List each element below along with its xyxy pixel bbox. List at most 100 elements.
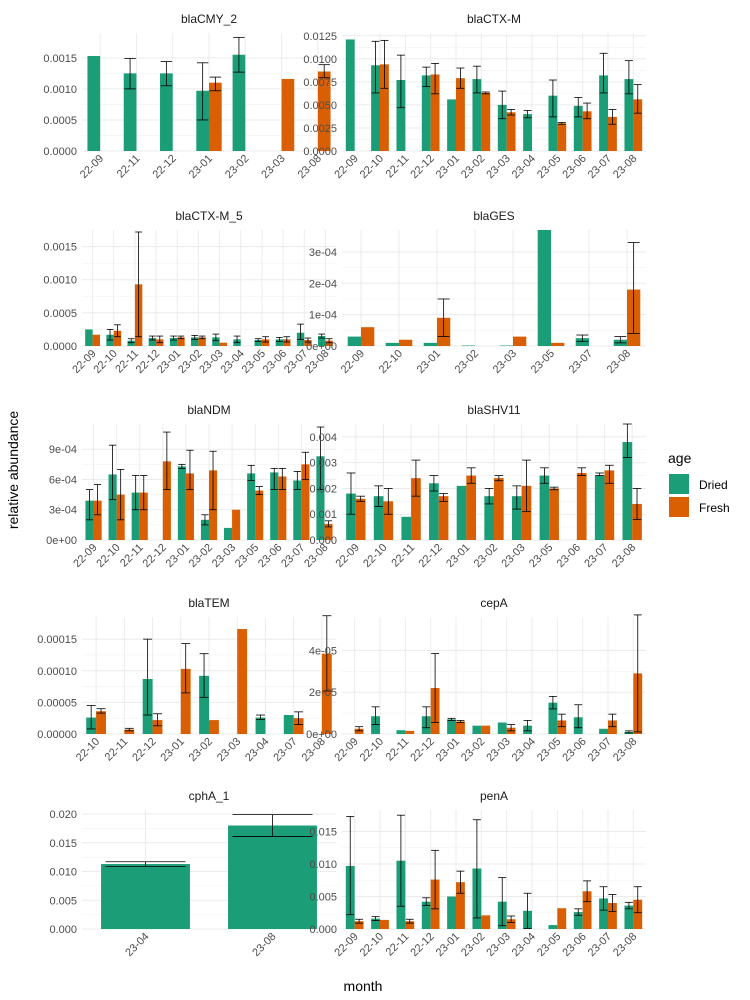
bar-fresh — [456, 721, 465, 734]
x-tick-label: 23-05 — [535, 931, 563, 959]
bar-dried — [447, 719, 456, 734]
error-bar — [548, 79, 557, 118]
error-bar — [557, 122, 566, 125]
error-bar — [355, 918, 364, 924]
error-bar — [196, 62, 209, 121]
bar-dried — [461, 345, 475, 347]
bar-dried — [131, 492, 140, 540]
error-bar — [576, 334, 589, 342]
x-tick-label: 22-11 — [103, 736, 131, 764]
error-bar — [209, 76, 222, 92]
error-bar — [318, 64, 330, 79]
bar-dried — [371, 918, 380, 929]
x-tick-label: 23-03 — [259, 153, 287, 181]
bar-dried — [447, 99, 456, 151]
error-bar — [523, 892, 532, 929]
x-tick-label: 23-05 — [535, 736, 563, 764]
bar-dried — [85, 329, 93, 346]
bar-fresh — [582, 111, 592, 151]
error-bar — [278, 467, 286, 490]
x-tick-label: 23-07 — [271, 736, 299, 764]
error-bar — [270, 467, 278, 490]
error-bar — [622, 423, 632, 458]
y-tick-label: 3e-04 — [309, 247, 337, 259]
error-bar — [605, 464, 614, 484]
error-bar — [431, 849, 440, 910]
bar-fresh — [557, 908, 567, 929]
x-tick-label: 22-09 — [339, 348, 367, 376]
x-tick-label: 23-06 — [256, 542, 284, 570]
error-bar — [198, 335, 206, 340]
bar-fresh — [557, 123, 567, 151]
x-tick-label: 22-10 — [377, 348, 405, 376]
bar-fresh — [124, 729, 135, 734]
error-bar — [135, 231, 142, 338]
bar-fresh — [438, 496, 449, 540]
error-bar — [396, 814, 405, 907]
bar-dried — [594, 475, 605, 540]
y-tick-label: 0.0025 — [303, 123, 337, 135]
x-tick-label: 23-04 — [510, 736, 538, 764]
x-tick-label: 22-09 — [78, 153, 106, 181]
x-tick-label: 22-11 — [389, 542, 417, 570]
y-tick-label: 0e+00 — [306, 341, 337, 353]
x-tick-label: 23-06 — [560, 736, 588, 764]
error-bar — [632, 488, 642, 520]
bar-fresh — [582, 891, 592, 929]
bar-dried — [396, 730, 406, 734]
bar-dried — [318, 336, 326, 346]
bar-fresh — [506, 919, 516, 929]
bar-dried — [396, 80, 406, 151]
y-tick-label: 1e-04 — [309, 310, 337, 322]
error-bar — [599, 886, 608, 911]
panel-background — [342, 617, 646, 734]
error-bar — [431, 63, 440, 95]
x-tick-label: 23-07 — [279, 542, 307, 570]
y-tick-label: 0.005 — [49, 895, 77, 907]
error-bar — [608, 109, 617, 125]
panel-cepa: cepA0e+002e-054e-0522-0922-1022-1122-122… — [306, 596, 646, 764]
error-bar — [149, 335, 156, 341]
error-bar — [498, 877, 507, 927]
error-bar — [422, 66, 431, 87]
y-tick-label: 4e-05 — [309, 645, 337, 657]
error-bar — [484, 488, 494, 505]
bar-fresh — [604, 470, 615, 540]
bar-dried — [511, 496, 522, 540]
x-tick-label: 23-02 — [472, 542, 500, 570]
bar-dried — [423, 342, 437, 346]
x-tick-label: 23-03 — [499, 542, 527, 570]
y-tick-label: 2e-04 — [309, 278, 337, 290]
y-tick-label: 0.020 — [49, 809, 77, 821]
bar-fresh — [557, 720, 567, 734]
bar-dried — [624, 79, 634, 151]
error-bar — [247, 464, 255, 481]
bar-dried — [85, 500, 94, 540]
panel-title: blaTEM — [188, 596, 229, 610]
error-bar — [232, 814, 313, 837]
y-tick-label: 0.0015 — [43, 53, 77, 65]
y-tick-label: 0.00015 — [37, 634, 77, 646]
bar-dried — [316, 456, 325, 540]
panel-background — [342, 33, 646, 151]
error-bar — [429, 475, 439, 492]
panel-title: blaNDM — [187, 403, 230, 417]
x-tick-label: 22-10 — [94, 542, 122, 570]
x-tick-label: 23-02 — [453, 348, 481, 376]
panel-title: blaCTX-M — [467, 12, 521, 26]
bar-dried — [270, 472, 279, 540]
bar-dried — [224, 527, 233, 540]
bar-fresh — [411, 478, 421, 540]
bar-fresh — [430, 74, 440, 151]
bar-dried — [160, 73, 173, 151]
error-bar — [156, 335, 164, 344]
error-bar — [304, 337, 312, 343]
panel-background — [342, 230, 646, 346]
error-bar — [599, 52, 608, 94]
x-tick-label: 23-02 — [459, 931, 487, 959]
x-tick-label: 23-02 — [187, 542, 215, 570]
panel-blandm: blaNDM0e+003e-046e-049e-0422-0922-1022-1… — [46, 403, 336, 570]
error-bar — [608, 713, 617, 728]
x-tick-label: 22-10 — [358, 931, 386, 959]
error-bar — [624, 60, 633, 95]
